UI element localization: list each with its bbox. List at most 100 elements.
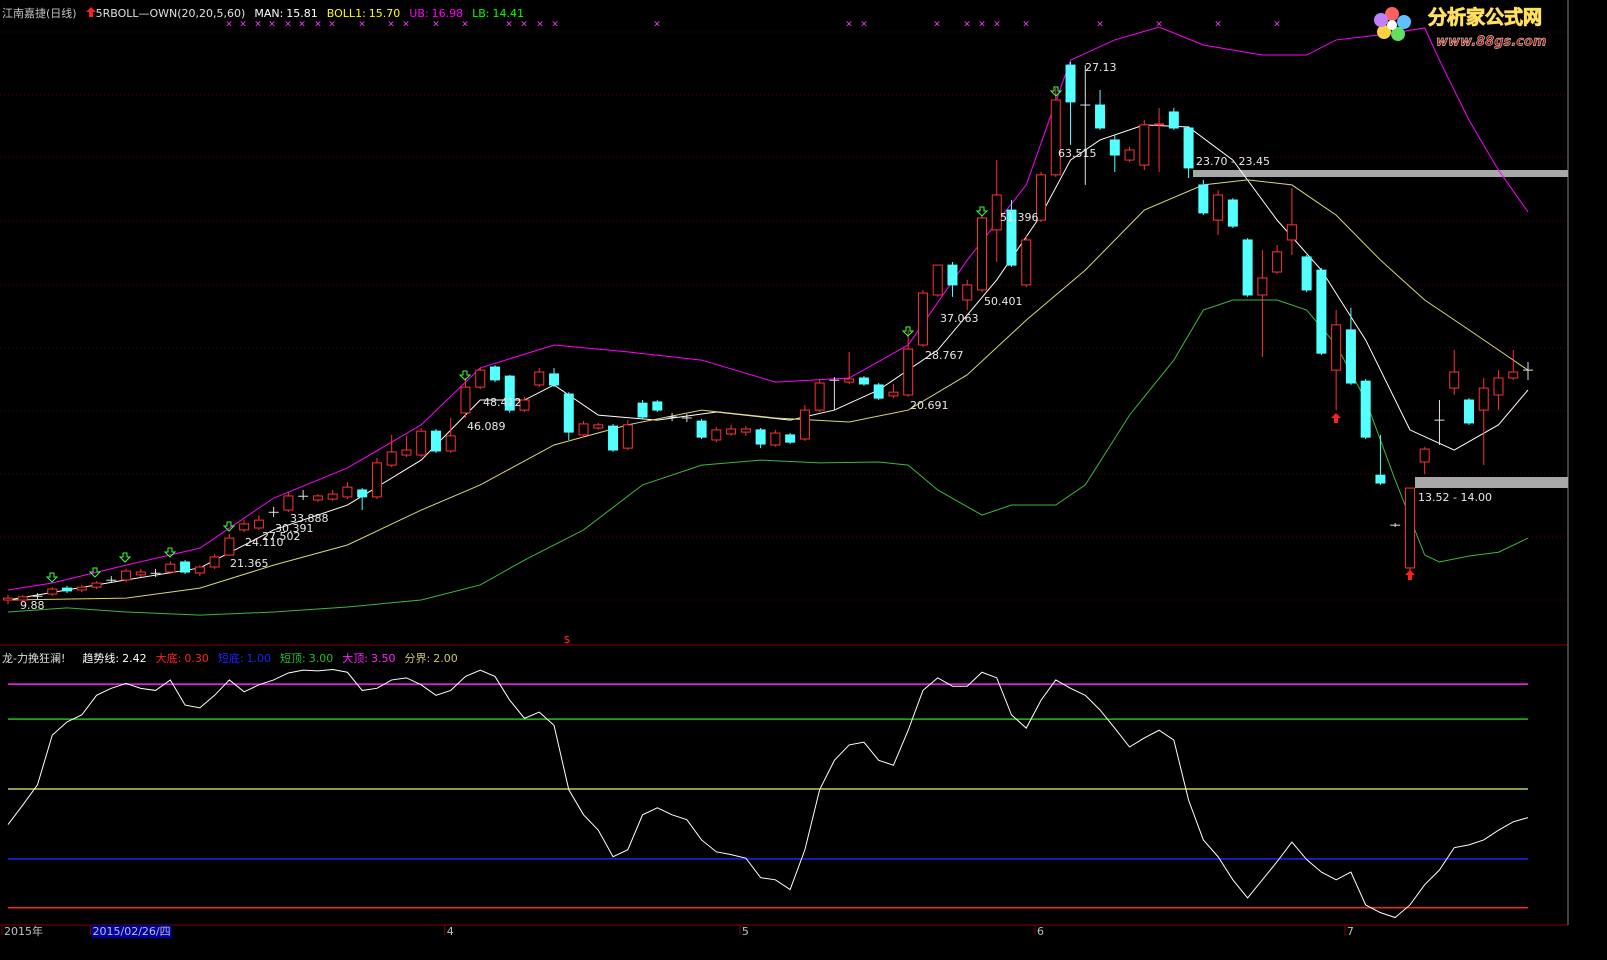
- signal-cross: ×: [432, 20, 440, 30]
- candle-body: [622, 424, 633, 449]
- candle-body: [224, 537, 235, 556]
- candle-body: [1139, 124, 1150, 166]
- price-zone-bar: [1415, 477, 1568, 488]
- trend-line: [7, 668, 1529, 919]
- candle-body: [976, 217, 987, 291]
- date-highlight: [91, 925, 172, 938]
- candle-body: [1272, 251, 1283, 273]
- logo-center: [1387, 20, 1397, 30]
- readout-label: LB:: [472, 7, 490, 20]
- price-annotation: 27.502: [262, 530, 301, 543]
- price-annotation: 28.767: [925, 349, 964, 362]
- readout-value: 15.70: [368, 7, 401, 20]
- signal-cross: ×: [461, 20, 469, 30]
- signal-cross: ×: [845, 20, 853, 30]
- logo-url: www.88gs.com: [1436, 35, 1546, 50]
- candle-body: [1242, 239, 1253, 296]
- buy-arrow: [118, 552, 132, 563]
- candle-body: [1316, 269, 1327, 354]
- sell-arrow: [86, 7, 96, 17]
- price-annotation: 20.691: [910, 399, 949, 412]
- buy-arrow: [458, 370, 472, 381]
- candle-body: [165, 563, 176, 573]
- x-tick-label: 7: [1347, 925, 1354, 938]
- candle-body: [47, 588, 58, 595]
- candle-body: [917, 292, 928, 346]
- readout-label: UB:: [409, 7, 429, 20]
- candle-body: [1331, 324, 1342, 371]
- candle-body: [1375, 474, 1386, 484]
- signal-cross: ×: [1214, 20, 1222, 30]
- series-label: 趋势线:: [82, 652, 120, 665]
- sell-arrow: [1331, 413, 1341, 423]
- candle-body: [1021, 239, 1032, 286]
- signal-cross: ×: [387, 20, 395, 30]
- level-label: 大底:: [155, 652, 182, 665]
- signal-cross: ×: [963, 20, 971, 30]
- signal-cross: ×: [284, 20, 292, 30]
- signal-cross: ×: [358, 20, 366, 30]
- x-tick-label: 4: [447, 925, 454, 938]
- readout-value: 14.41: [492, 7, 524, 20]
- price-annotation: 50.401: [984, 295, 1023, 308]
- signal-cross: ×: [314, 20, 322, 30]
- indicator-title: 龙-力挽狂澜!: [2, 652, 66, 665]
- price-zone-bar: [1193, 170, 1568, 177]
- readout-value: 16.98: [431, 7, 464, 20]
- candle-body: [1154, 123, 1165, 126]
- candle-body: [1168, 111, 1179, 129]
- candle-body: [17, 596, 28, 601]
- candle-body: [283, 495, 294, 511]
- level-label: 大顶:: [342, 652, 368, 665]
- candle-body: [312, 495, 323, 501]
- signal-cross: ×: [860, 20, 868, 30]
- band-line: [7, 124, 1529, 601]
- candle-body: [1198, 184, 1209, 214]
- price-annotation: 13.52 - 14.00: [1418, 491, 1492, 504]
- readout-label: BOLL1:: [326, 7, 366, 20]
- candle-body: [932, 264, 943, 296]
- candle-body: [1183, 127, 1194, 169]
- candle-body: [416, 430, 427, 456]
- signal-label: $: [564, 633, 571, 646]
- candle-body: [1006, 209, 1017, 266]
- x-tick-label: 2015/02/26/四: [93, 925, 171, 938]
- candle-body: [430, 430, 441, 452]
- candle-body: [858, 377, 869, 385]
- price-annotation: 21.365: [230, 557, 269, 570]
- candle-body: [1065, 64, 1076, 103]
- price-annotation: 37.063: [940, 312, 979, 325]
- signal-cross: ×: [225, 20, 233, 30]
- signal-cross: ×: [298, 20, 306, 30]
- candle-body: [563, 393, 574, 433]
- candle-body: [475, 369, 486, 388]
- x-tick-label: 2015年: [4, 924, 43, 938]
- candle-body: [1213, 194, 1224, 221]
- candle-body: [726, 428, 737, 435]
- candle-body: [209, 556, 220, 568]
- candle-body: [253, 519, 264, 529]
- signal-cross: ×: [993, 20, 1001, 30]
- candle-body: [711, 429, 722, 441]
- candle-body: [534, 371, 545, 386]
- candle-body: [121, 570, 132, 581]
- candle-body: [1404, 487, 1415, 569]
- candle-body: [239, 523, 250, 531]
- candle-body: [1345, 329, 1356, 384]
- indicator-name: 5RBOLL—OWN(20,20,5,60): [95, 7, 246, 20]
- candle-body: [489, 366, 500, 381]
- candle-body: [903, 348, 914, 396]
- candle-body: [1419, 448, 1430, 463]
- price-annotation: 30.391: [275, 522, 314, 535]
- band-line: [7, 299, 1529, 616]
- candle-body: [873, 384, 884, 399]
- buy-arrow: [222, 521, 236, 532]
- candle-body: [578, 423, 589, 436]
- signal-cross: ×: [551, 20, 559, 30]
- signal-cross: ×: [520, 20, 528, 30]
- signal-cross: ×: [653, 20, 661, 30]
- candle-body: [386, 451, 397, 466]
- signal-cross: ×: [268, 20, 276, 30]
